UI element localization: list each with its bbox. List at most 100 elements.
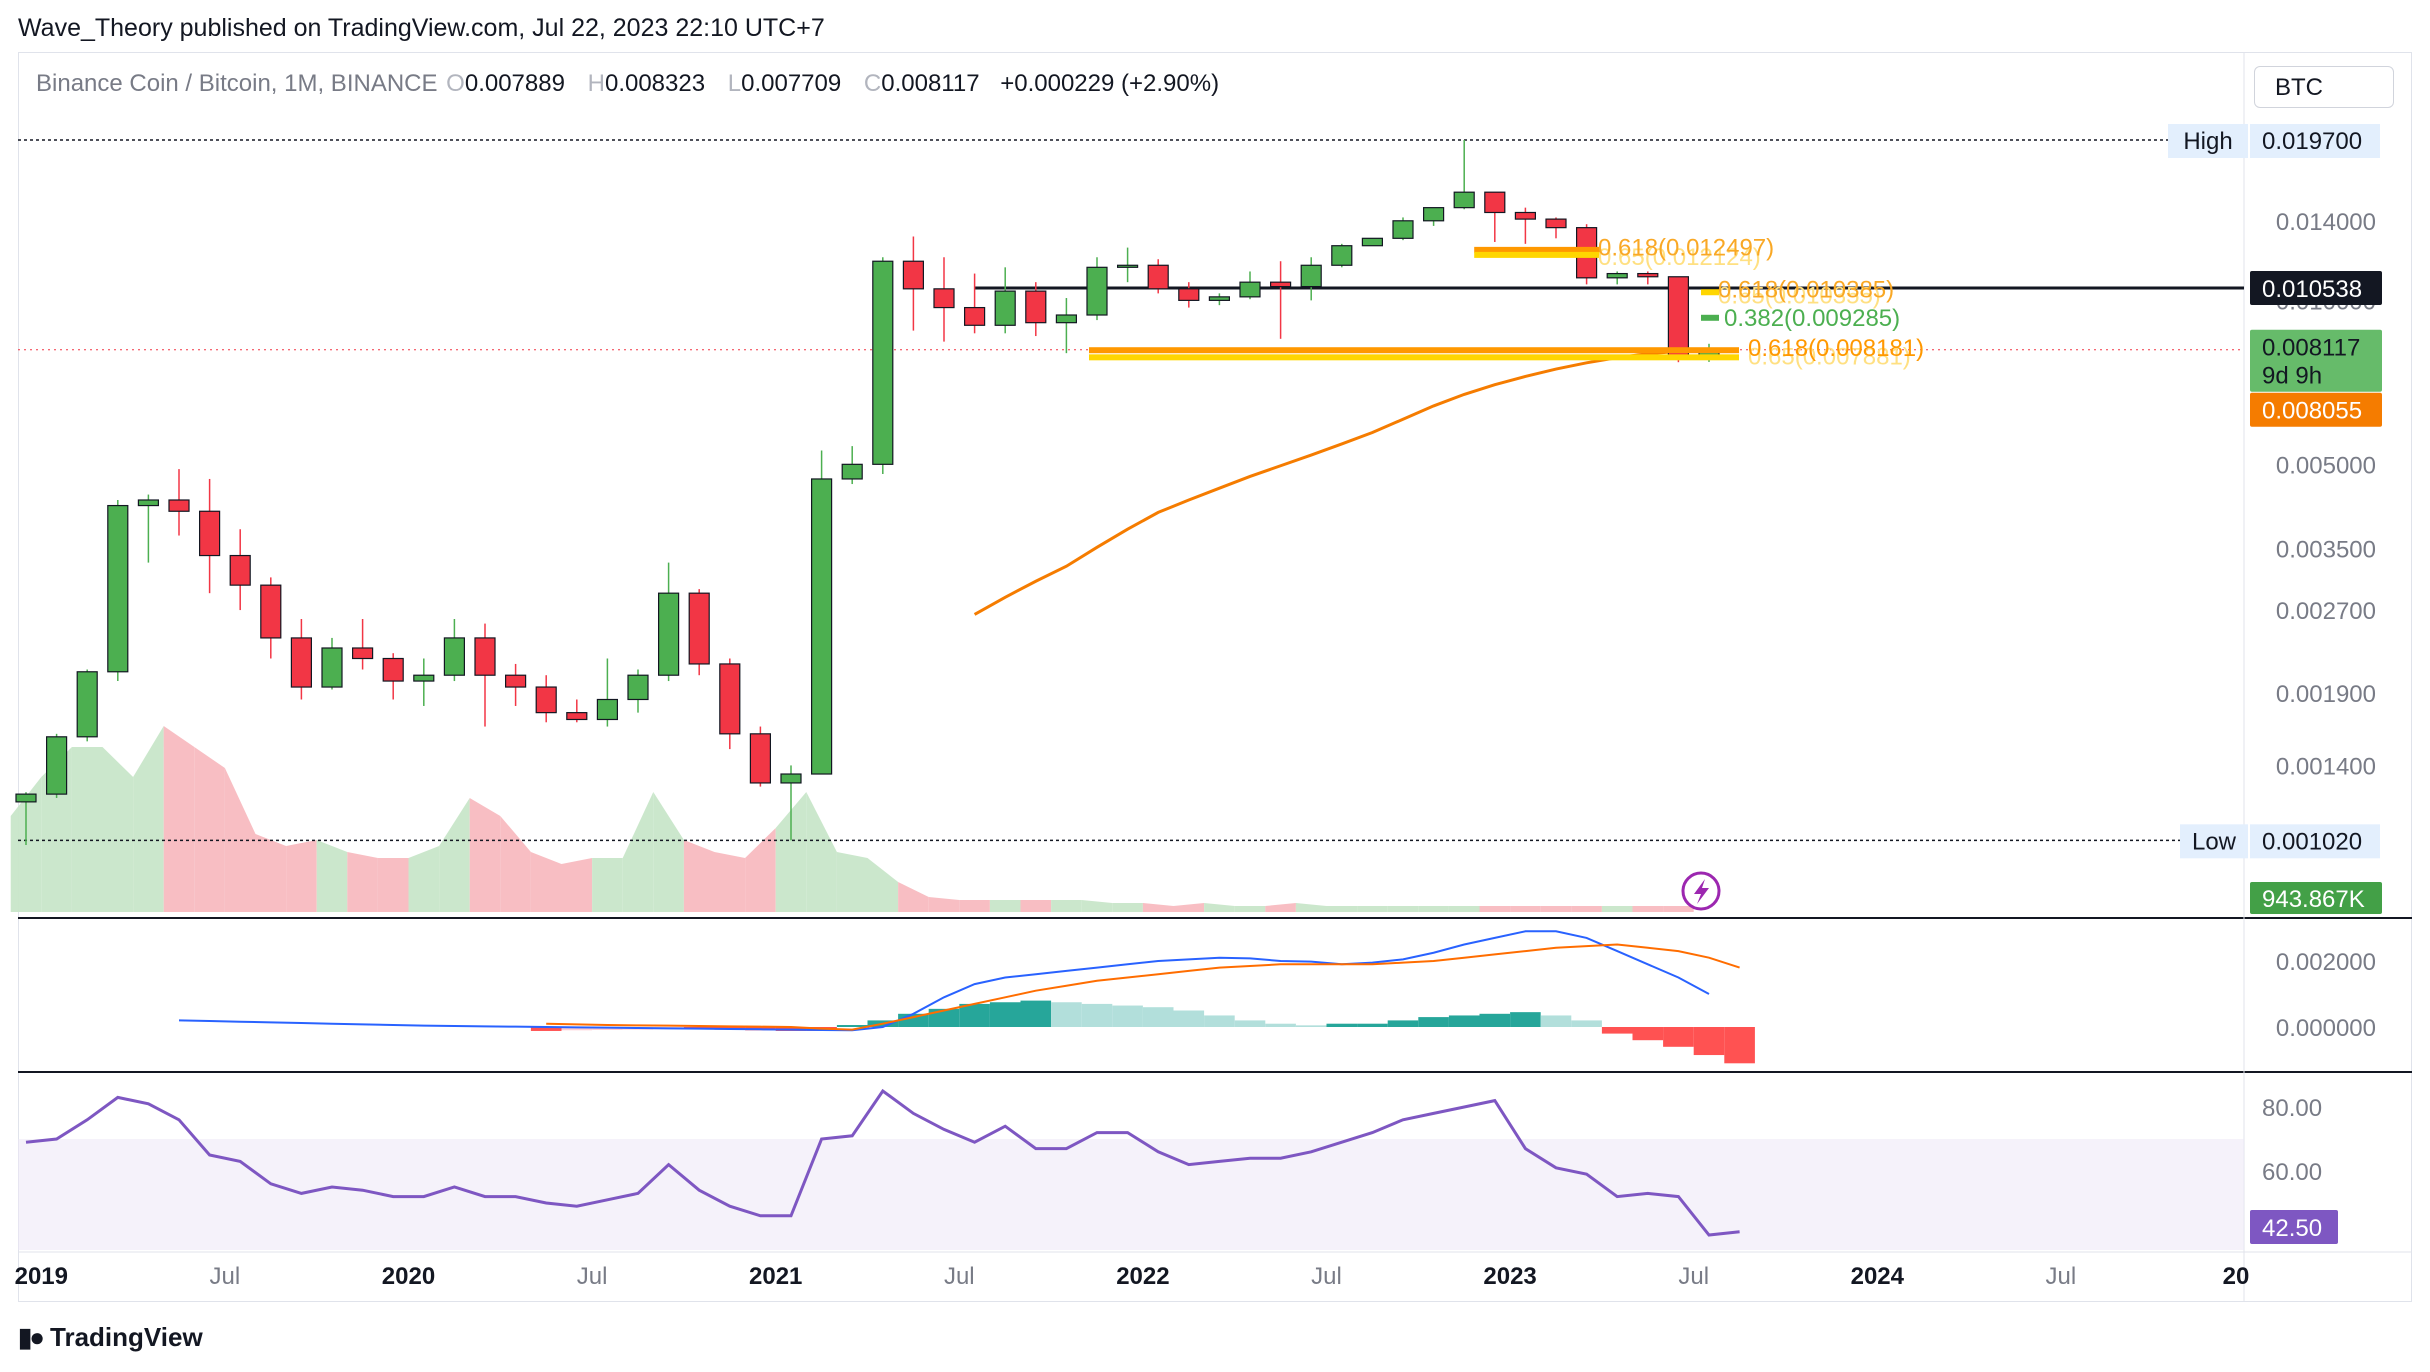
time-axis-label: 2020 [382,1263,435,1290]
lightning-icon[interactable] [1681,871,1721,911]
candle-body [199,510,221,557]
volume-bar [1173,903,1205,912]
horizontal-lines [18,139,2244,842]
candle-body [872,260,894,465]
volume-bar [1326,906,1358,912]
volume-bar [102,747,134,912]
currency-button[interactable]: BTC [2254,66,2394,108]
macd-histogram-bar [959,1003,990,1027]
candle-body [352,647,374,660]
candle-body [137,499,159,507]
macd-histogram-bar [1693,1027,1725,1056]
macd-histogram-bar [1020,1000,1052,1027]
volume-bar [989,900,1021,912]
candle-body [1667,276,1690,358]
macd-histogram-bar [1448,1015,1480,1027]
time-axis-label: 20 [2223,1263,2250,1290]
volume-bar [377,858,409,912]
candle-body [841,463,863,480]
volume-tag-label: 943.867K [2262,886,2365,913]
close-key: C [863,70,882,97]
candle-body [1606,272,1628,279]
volume-bar [836,852,868,912]
candle-body [413,674,435,682]
candle-body [1208,296,1231,301]
rsi-value-label: 42.50 [2262,1215,2322,1242]
rsi-line [25,1088,1740,1237]
high-value-label: 0.019700 [2262,128,2362,155]
time-axis-label: 2022 [1116,1263,1169,1290]
time-axis-label: Jul [210,1263,241,1290]
macd-histogram-bar [1601,1027,1633,1034]
fib-mid-mark [1701,289,1719,296]
volume-bar [316,840,348,912]
volume-bar [1448,906,1480,912]
volume-bar [1081,900,1113,912]
candle-body [290,637,312,688]
volume-bar [71,747,103,912]
candle-body [1422,207,1445,222]
macd-histogram-bar [1418,1017,1449,1027]
candle-body [688,592,710,665]
candle-body [749,733,772,784]
volume-bar [1112,903,1143,912]
volume-bar [163,726,195,912]
macd-histogram-bar [1051,1002,1082,1027]
volume-bar [714,852,746,912]
volume-bar [1479,906,1511,912]
macd-histogram-bar [1510,1012,1541,1027]
candle-body [107,504,129,673]
tradingview-logo-icon: ▮● [18,1322,45,1352]
tradingview-logo[interactable]: ▮● TradingView [18,1322,203,1353]
candle-body [933,288,955,309]
volume-bar [683,840,715,912]
volume-bar [1142,903,1174,912]
volume-bar [622,792,654,912]
candle-body [1116,264,1139,268]
volume-bar [500,816,531,912]
candle-body [963,306,986,326]
time-axis-label: Jul [944,1263,975,1290]
fib-annotations: 0.65(0.012124)0.618(0.012497) 0.65(0.0103… [1089,235,1924,371]
time-axis-label: Jul [1678,1263,1709,1290]
candle-body [1239,281,1261,298]
last-price-tag-bg [2250,329,2382,392]
candle-body [627,674,649,701]
price-tick-label: 0.001400 [2276,753,2376,780]
candles[interactable] [15,140,1720,845]
low-value: 0.007709 [741,70,842,97]
symbol-title[interactable]: Binance Coin / Bitcoin, 1M, BINANCE [36,70,438,97]
macd-histogram-bar [1571,1020,1602,1027]
fib-mid-label: 0.618(0.010385) [1718,277,1894,304]
candle-body [902,260,925,290]
volume-bar [653,792,684,912]
ema-tag-label: 0.008055 [2262,398,2362,425]
volume-bar [530,852,562,912]
time-axis-label: 2023 [1483,1263,1536,1290]
macd-signal-line [546,943,1740,1031]
fib-low-shadow-label: 0.65(0.007881) [1748,344,1911,371]
candle-body [321,647,343,688]
candle-body [1025,290,1047,324]
candle-body [382,657,404,682]
macd-histogram-bar [1265,1023,1296,1027]
low-tag-bg [2180,824,2248,859]
candle-body [1178,288,1200,301]
volume-bar [775,792,807,912]
volume-bar [806,792,837,912]
volume-bar [1540,906,1572,912]
time-axis-label: 2019 [15,1263,68,1290]
fib-zone-orange [1089,347,1739,354]
volume-bar [1387,906,1419,912]
candle-body [168,499,190,512]
fib-top-label: 0.618(0.012497) [1598,235,1774,262]
low-value-label: 0.001020 [2262,828,2362,855]
candle-body [596,698,619,721]
ema-line [973,349,1679,616]
last-price-label: 0.008117 [2262,335,2360,362]
fib-zone-top-yellow [1474,251,1601,258]
price-tick-label: 0.002700 [2276,598,2376,625]
candle-body [657,592,680,676]
volume-bar [286,840,317,912]
